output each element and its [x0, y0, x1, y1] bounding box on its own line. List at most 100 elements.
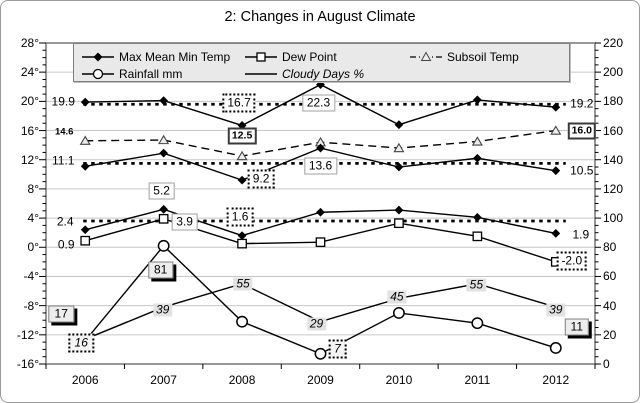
subsoil-marker	[471, 136, 483, 146]
subsoil-marker	[236, 150, 248, 161]
data-label-cloudy: 55	[233, 277, 253, 291]
y-axis-right-tick-label: 20	[603, 327, 617, 342]
max-marker	[472, 95, 482, 105]
min-marker	[80, 225, 90, 235]
data-label-cloudy: 39	[546, 303, 566, 317]
data-label-subsoil: 16.0	[567, 122, 596, 140]
mean-marker	[394, 162, 404, 172]
rainfall-marker	[471, 317, 484, 330]
y-axis-left-tick-label: -4°	[23, 269, 39, 284]
data-label-rainfall: 11	[564, 318, 590, 336]
data-label-rainfall: 7	[328, 339, 347, 359]
chart-title: 2: Changes in August Climate	[224, 9, 416, 25]
x-axis-year-label: 2010	[385, 373, 413, 387]
data-label-cloudy: 55	[466, 278, 487, 292]
rainfall-marker	[157, 239, 170, 252]
subsoil-marker	[550, 125, 562, 135]
y-axis-left-tick-label: 20°	[20, 94, 39, 109]
legend-item-max-mean-min-temp: Max Mean Min Temp	[82, 48, 231, 64]
max-marker	[237, 121, 247, 130]
min-marker	[237, 231, 247, 240]
y-axis-right-tick-label: 40	[603, 298, 617, 313]
y-axis-right-tick-label: 220	[603, 36, 624, 50]
min-marker	[316, 207, 325, 217]
y-axis-left-tick-label: -12°	[16, 327, 39, 342]
data-label-cloudy: 45	[387, 290, 407, 304]
data-label-mean: 10.5	[570, 163, 594, 178]
max-marker	[394, 120, 404, 130]
diamond-marker-icon	[82, 52, 114, 62]
legend-label: Subsoil Temp	[447, 50, 519, 64]
y-axis-left-tick-label: 28°	[20, 36, 39, 50]
rainfall-marker	[392, 306, 405, 319]
min-marker	[394, 205, 404, 215]
data-label-cloudy: 29	[306, 317, 327, 331]
y-axis-left-tick-label: 24°	[20, 65, 39, 80]
legend-item-cloudy-days: Cloudy Days %	[245, 65, 365, 81]
y-axis-right-tick-label: 80	[603, 240, 617, 255]
data-label-max: 22.3	[301, 94, 336, 112]
y-axis-left-tick-label: 0°	[27, 240, 39, 255]
triangle-marker-icon	[410, 51, 442, 61]
subsoil-marker	[79, 135, 91, 145]
data-label-dew: -2.0	[556, 251, 588, 271]
data-label-mean: 9.2	[247, 169, 275, 189]
rainfall-marker	[236, 315, 249, 328]
mean-marker	[159, 148, 169, 158]
y-axis-right-tick-label: 0	[603, 357, 610, 371]
data-label-max: 16.7	[222, 93, 256, 113]
x-axis-year-label: 2007	[150, 373, 177, 387]
x-axis-year-label: 2008	[228, 373, 256, 387]
legend-item-dew-point: Dew Point	[245, 48, 337, 64]
rainfall-marker	[314, 347, 327, 360]
subsoil-marker	[158, 134, 170, 145]
y-axis-left-tick-label: 8°	[27, 181, 39, 196]
y-axis-right-tick-label: 100	[603, 211, 624, 226]
max-marker	[316, 80, 325, 89]
y-axis-right-tick-label: 200	[603, 65, 624, 80]
legend-item-subsoil-temp: Subsoil Temp	[410, 48, 519, 64]
legend-label: Max Mean Min Temp	[119, 50, 231, 64]
data-label-cloudy: 39	[152, 303, 173, 317]
dew-marker	[158, 213, 169, 224]
data-label-min: 2.4	[56, 214, 74, 229]
legend-label: Cloudy Days %	[282, 67, 365, 81]
dew-marker	[394, 218, 404, 229]
min-marker	[159, 204, 169, 214]
data-label-rainfall: 16	[68, 333, 94, 353]
mean-marker	[551, 166, 561, 176]
y-axis-left-tick-label: -16°	[16, 357, 39, 371]
legend-item-rainfall: Rainfall mm	[82, 65, 183, 81]
data-label-min: 1.6	[226, 207, 254, 227]
data-label-rainfall: 81	[147, 261, 174, 279]
x-axis-year-label: 2009	[307, 373, 334, 387]
mean-marker	[472, 153, 482, 163]
dew-marker	[80, 235, 91, 246]
y-axis-right-tick-label: 160	[603, 123, 624, 138]
legend-label: Dew Point	[282, 50, 337, 64]
dew-marker	[472, 231, 483, 242]
y-axis-right-tick-label: 180	[603, 94, 624, 109]
square-marker-icon	[245, 52, 277, 62]
circle-marker-icon	[82, 68, 114, 80]
x-axis-year-label: 2012	[542, 373, 570, 387]
data-label-subsoil: 12.5	[227, 127, 257, 145]
line-marker-icon	[245, 73, 277, 75]
mean-marker	[316, 143, 325, 153]
max-marker	[551, 102, 561, 112]
x-axis-year-label: 2011	[464, 373, 491, 387]
dew-marker	[237, 238, 247, 249]
y-axis-left-tick-label: -8°	[23, 298, 39, 313]
legend-label: Rainfall mm	[119, 67, 183, 81]
max-marker	[159, 96, 169, 106]
legend: Max Mean Min Temp Dew Point Subsoil Temp…	[73, 43, 570, 82]
y-axis-right-tick-label: 140	[603, 152, 624, 167]
data-label-max: 19.2	[570, 96, 594, 111]
max-marker	[80, 97, 90, 107]
x-axis-year-label: 2006	[71, 373, 99, 387]
y-axis-left-tick-label: 16°	[20, 123, 39, 138]
min-marker	[551, 229, 561, 238]
data-label-dew: 0.9	[57, 237, 75, 252]
data-label-subsoil: 14.6	[54, 126, 74, 138]
